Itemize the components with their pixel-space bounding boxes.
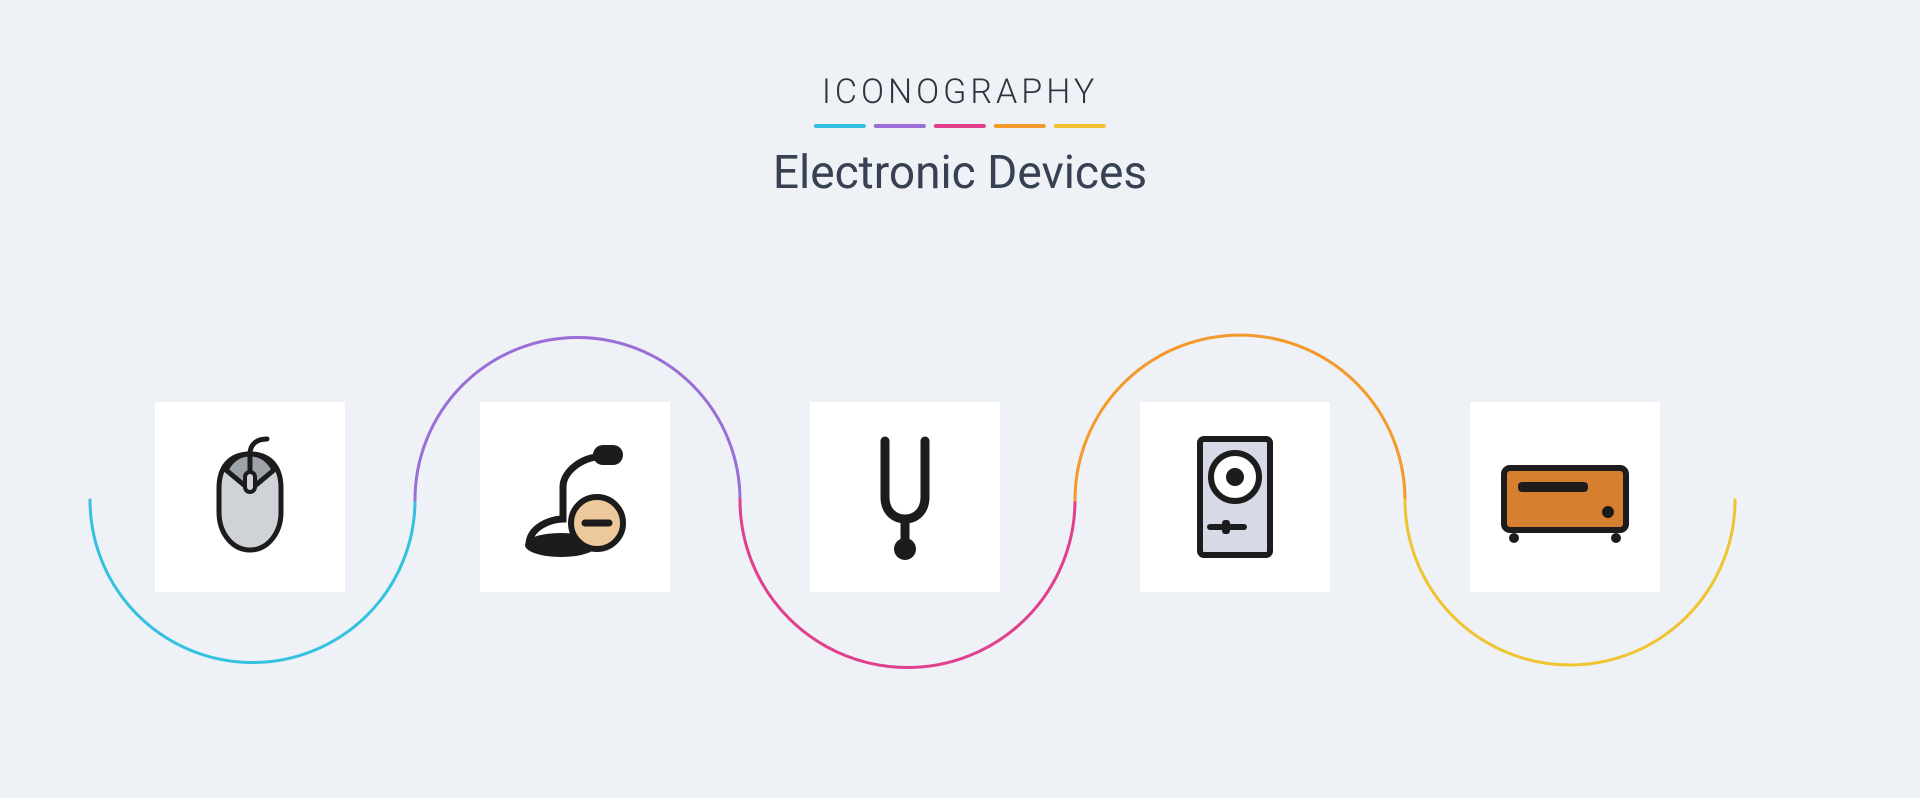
icon-card <box>810 402 1000 592</box>
icon-card <box>480 402 670 592</box>
tuning-fork-icon <box>810 402 1000 592</box>
dvd-player-icon <box>1470 402 1660 592</box>
icon-row <box>0 0 1920 798</box>
icon-card <box>1470 402 1660 592</box>
speaker-icon <box>1140 402 1330 592</box>
icon-card <box>1140 402 1330 592</box>
mouse-icon <box>155 402 345 592</box>
icon-card <box>155 402 345 592</box>
microphone-remove-icon <box>480 402 670 592</box>
